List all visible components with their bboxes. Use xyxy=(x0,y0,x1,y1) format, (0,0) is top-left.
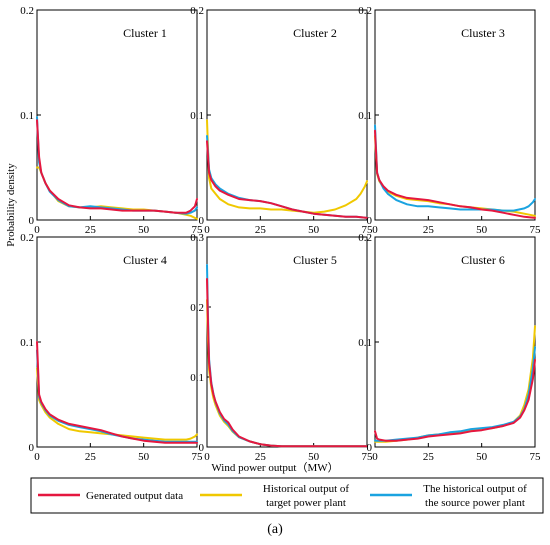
x-tick-label: 50 xyxy=(308,451,320,463)
cluster-title: Cluster 2 xyxy=(293,26,337,40)
y-tick-label: 0 xyxy=(29,215,35,227)
plot-frame xyxy=(374,9,536,221)
figure-caption: (a) xyxy=(267,522,283,537)
x-tick-label: 25 xyxy=(255,451,267,463)
y-tick-label: 0.2 xyxy=(190,5,204,17)
y-tick-label: 0.1 xyxy=(358,110,372,122)
series-line-generated xyxy=(206,140,368,219)
cluster-title: Cluster 1 xyxy=(123,26,167,40)
y-tick-label: 0 xyxy=(199,442,205,454)
y-tick-label: 0.1 xyxy=(358,337,372,349)
x-tick-label: 50 xyxy=(476,224,488,236)
x-tick-label: 50 xyxy=(308,224,320,236)
y-tick-label: 0 xyxy=(199,215,205,227)
plot-frame xyxy=(374,236,536,448)
y-tick-label: 0.2 xyxy=(358,232,372,244)
cluster-title: Cluster 5 xyxy=(293,253,337,267)
x-tick-label: 75 xyxy=(192,224,204,236)
x-tick-label: 25 xyxy=(423,451,435,463)
cluster-title: Cluster 4 xyxy=(123,253,167,267)
plot-frame xyxy=(36,236,198,448)
x-tick-label: 75 xyxy=(362,451,374,463)
y-tick-label: 0.2 xyxy=(190,302,204,314)
x-tick-label: 25 xyxy=(255,224,267,236)
y-tick-label: 0.1 xyxy=(190,110,204,122)
x-tick-label: 0 xyxy=(204,451,210,463)
y-tick-label: 0.1 xyxy=(20,110,34,122)
y-tick-label: 0.2 xyxy=(20,232,34,244)
series-line-source xyxy=(36,349,198,443)
cluster-title: Cluster 6 xyxy=(461,253,505,267)
series-line-target xyxy=(36,166,198,220)
x-axis-label: Wind power output（MW） xyxy=(211,461,338,474)
y-tick-label: 0.2 xyxy=(358,5,372,17)
series-line-generated xyxy=(36,341,198,444)
y-tick-label: 0.3 xyxy=(190,232,204,244)
y-tick-label: 0.2 xyxy=(20,5,34,17)
series-line-source xyxy=(374,124,536,212)
plot-frame xyxy=(206,236,368,448)
series-line-generated xyxy=(374,358,536,442)
series-line-source xyxy=(36,116,198,215)
series-line-target xyxy=(206,119,368,214)
series-line-source xyxy=(374,346,536,442)
series-line-generated xyxy=(206,278,368,448)
plot-frame xyxy=(36,9,198,221)
y-tick-label: 0 xyxy=(367,442,373,454)
legend-label-source-line2: the source power plant xyxy=(425,497,525,509)
x-tick-label: 50 xyxy=(476,451,488,463)
x-tick-label: 0 xyxy=(372,224,378,236)
x-tick-label: 25 xyxy=(423,224,435,236)
legend-label-source-line1: The historical output of xyxy=(423,483,527,495)
x-tick-label: 25 xyxy=(85,224,97,236)
y-tick-label: 0 xyxy=(367,215,373,227)
legend-label-generated: Generated output data xyxy=(86,490,183,502)
cluster-title: Cluster 3 xyxy=(461,26,505,40)
x-tick-label: 75 xyxy=(530,451,542,463)
x-tick-label: 0 xyxy=(204,224,210,236)
x-tick-label: 25 xyxy=(85,451,97,463)
legend-label-target-line2: target power plant xyxy=(266,497,346,509)
series-line-generated xyxy=(374,129,536,219)
legend-box xyxy=(30,477,544,514)
x-tick-label: 75 xyxy=(192,451,204,463)
series-line-target xyxy=(206,299,368,448)
y-tick-label: 0 xyxy=(29,442,35,454)
x-tick-label: 50 xyxy=(138,224,150,236)
x-tick-label: 75 xyxy=(530,224,542,236)
y-tick-label: 0.1 xyxy=(20,337,34,349)
x-tick-label: 75 xyxy=(362,224,374,236)
series-line-target xyxy=(374,135,536,217)
y-tick-label: 0.1 xyxy=(190,372,204,384)
series-line-generated xyxy=(36,119,198,214)
y-axis-label: Probability density xyxy=(5,163,17,247)
plot-frame xyxy=(206,9,368,221)
series-line-target xyxy=(36,367,198,441)
x-tick-label: 0 xyxy=(34,224,40,236)
x-tick-label: 0 xyxy=(372,451,378,463)
series-line-source xyxy=(206,264,368,448)
x-tick-label: 0 xyxy=(34,451,40,463)
x-tick-label: 50 xyxy=(138,451,150,463)
legend: Generated output data Historical output … xyxy=(30,477,544,514)
legend-label-target-line1: Historical output of xyxy=(263,483,349,495)
